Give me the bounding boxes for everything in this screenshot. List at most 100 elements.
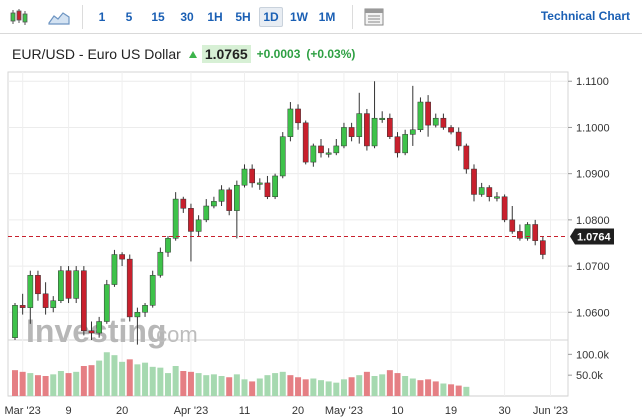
interval-1d-button[interactable]: 1D <box>259 7 283 27</box>
up-arrow-icon <box>188 50 197 58</box>
candle <box>448 125 454 135</box>
x-tick-label: 10 <box>391 405 403 417</box>
candle <box>264 175 271 200</box>
volume-bar <box>126 359 133 396</box>
candle <box>341 122 347 149</box>
volume-bar <box>119 361 126 396</box>
volume-bar <box>195 373 202 396</box>
volume-bar <box>142 362 149 396</box>
candle <box>42 282 49 315</box>
interval-5h-button[interactable]: 5H <box>235 10 251 24</box>
volume-bar <box>371 376 378 396</box>
candle <box>494 192 500 202</box>
volume-bar <box>348 377 355 396</box>
volume-bar <box>203 375 210 396</box>
last-price: 1.0765 <box>201 45 251 63</box>
candle <box>540 236 546 260</box>
candle <box>364 108 370 151</box>
quote-header: EUR/USD - Euro US Dollar 1.0765 +0.0003 … <box>12 44 355 64</box>
x-tick-label: 20 <box>116 405 128 417</box>
volume-bar <box>333 382 340 396</box>
candle <box>348 122 355 142</box>
volume-bar <box>149 366 156 396</box>
volume-bar <box>218 376 225 396</box>
volume-bar <box>80 366 87 396</box>
interval-1w-button[interactable]: 1W <box>290 10 308 24</box>
candle <box>402 129 408 156</box>
volume-bar <box>287 375 294 396</box>
volume-tick-label: 50.0k <box>576 370 603 382</box>
volume-bar <box>417 380 424 396</box>
chart-settings-icon[interactable] <box>361 6 387 28</box>
candle <box>325 148 332 158</box>
candle <box>65 266 72 304</box>
candle <box>119 252 125 267</box>
candle <box>333 139 340 156</box>
volume-bar <box>12 370 18 396</box>
technical-chart-link[interactable]: Technical Chart <box>540 9 630 23</box>
candle <box>478 182 485 197</box>
candle <box>279 132 286 179</box>
candle <box>409 85 416 146</box>
volume-bar <box>233 374 240 396</box>
volume-bar <box>134 364 141 396</box>
pair-title: EUR/USD - Euro US Dollar <box>12 46 181 62</box>
area-chart-icon[interactable] <box>46 6 72 28</box>
candle <box>509 206 516 234</box>
volume-bar <box>157 367 164 396</box>
candle <box>302 120 309 165</box>
y-tick-label: 1.1100 <box>576 76 609 88</box>
chart-toolbar: 1 5 15 30 1H 5H 1D 1W 1M Technical Chart <box>0 0 642 34</box>
candle <box>142 303 148 317</box>
candle <box>417 97 424 133</box>
volume-bar <box>256 378 263 396</box>
candle <box>356 92 363 144</box>
candle <box>58 266 64 304</box>
volume-bar <box>50 374 57 396</box>
interval-30-button[interactable]: 30 <box>180 10 194 24</box>
volume-bar <box>210 374 217 396</box>
candle <box>19 293 26 315</box>
volume-bar <box>340 379 347 396</box>
volume-bar <box>180 371 187 396</box>
candle <box>387 113 393 139</box>
candlestick-chart-icon[interactable] <box>6 6 32 28</box>
volume-bar <box>432 381 439 396</box>
current-price-label: 1.0764 <box>577 231 612 243</box>
candle <box>81 266 87 336</box>
candle <box>111 249 118 287</box>
candle <box>234 180 240 239</box>
volume-bar <box>187 371 194 396</box>
toolbar-separator <box>82 5 83 29</box>
volume-bar <box>264 375 271 396</box>
volume-bar <box>379 374 386 396</box>
interval-1m-button[interactable]: 1M <box>318 10 336 24</box>
interval-1-button[interactable]: 1 <box>98 10 106 24</box>
x-tick-label: 19 <box>445 405 457 417</box>
volume-bar <box>279 371 286 396</box>
y-tick-label: 1.0700 <box>576 261 610 273</box>
candle <box>501 194 508 223</box>
candle <box>35 270 41 301</box>
volume-bar <box>96 360 103 396</box>
candle <box>157 247 164 278</box>
candle <box>524 222 531 241</box>
candle <box>371 81 378 149</box>
candle <box>172 192 179 241</box>
candle <box>180 196 187 213</box>
interval-1h-button[interactable]: 1H <box>207 10 223 24</box>
candle <box>379 111 386 123</box>
volume-bar <box>57 371 64 396</box>
volume-bar <box>409 378 416 396</box>
volume-bar <box>73 371 80 396</box>
volume-tick-label: 100.0k <box>576 349 610 361</box>
y-tick-label: 1.0900 <box>576 169 610 181</box>
candle <box>134 307 141 345</box>
interval-15-button[interactable]: 15 <box>151 10 165 24</box>
interval-5-button[interactable]: 5 <box>125 10 133 24</box>
candle <box>318 139 324 158</box>
volume-bar <box>226 377 233 396</box>
candle <box>103 279 110 324</box>
y-tick-label: 1.0600 <box>576 307 610 319</box>
